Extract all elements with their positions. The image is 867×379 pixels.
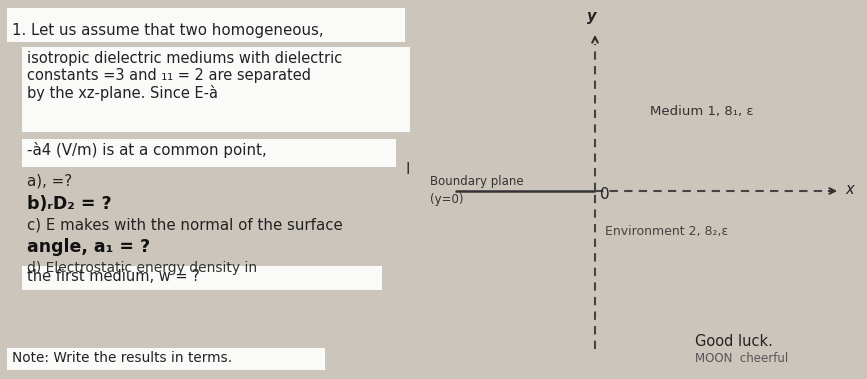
FancyBboxPatch shape — [22, 266, 382, 290]
Text: the first medium, w = ?: the first medium, w = ? — [27, 269, 199, 284]
Text: Good luck.: Good luck. — [695, 334, 772, 349]
Text: (y=0): (y=0) — [430, 193, 464, 205]
FancyBboxPatch shape — [7, 8, 405, 42]
FancyBboxPatch shape — [7, 348, 325, 370]
Text: -à4 (V/m) is at a common point,: -à4 (V/m) is at a common point, — [27, 142, 267, 158]
Text: y: y — [587, 9, 596, 24]
FancyBboxPatch shape — [22, 139, 396, 167]
Text: Medium 1, 8₁, ε: Medium 1, 8₁, ε — [650, 105, 753, 117]
Text: x: x — [845, 183, 854, 197]
Text: by the xz-plane. Since E-à: by the xz-plane. Since E-à — [27, 85, 218, 101]
Text: I: I — [406, 161, 410, 177]
Text: 0: 0 — [600, 187, 610, 202]
Text: angle, a₁ = ?: angle, a₁ = ? — [27, 238, 150, 256]
Text: c) E makes with the normal of the surface: c) E makes with the normal of the surfac… — [27, 218, 342, 233]
Text: MOON  cheerful: MOON cheerful — [695, 352, 788, 365]
Text: 1. Let us assume that two homogeneous,: 1. Let us assume that two homogeneous, — [12, 23, 323, 38]
Text: d) Electrostatic energy density in: d) Electrostatic energy density in — [27, 261, 257, 275]
Text: b)ᵣD₂ = ?: b)ᵣD₂ = ? — [27, 195, 112, 213]
Text: Note: Write the results in terms.: Note: Write the results in terms. — [12, 351, 232, 365]
Text: a), =?: a), =? — [27, 173, 72, 188]
Text: Boundary plane: Boundary plane — [430, 174, 524, 188]
FancyBboxPatch shape — [22, 47, 410, 132]
Text: Environment 2, 8₂,ε: Environment 2, 8₂,ε — [605, 224, 728, 238]
Text: constants =3 and ₁₁ = 2 are separated: constants =3 and ₁₁ = 2 are separated — [27, 68, 311, 83]
Text: isotropic dielectric mediums with dielectric: isotropic dielectric mediums with dielec… — [27, 51, 342, 66]
